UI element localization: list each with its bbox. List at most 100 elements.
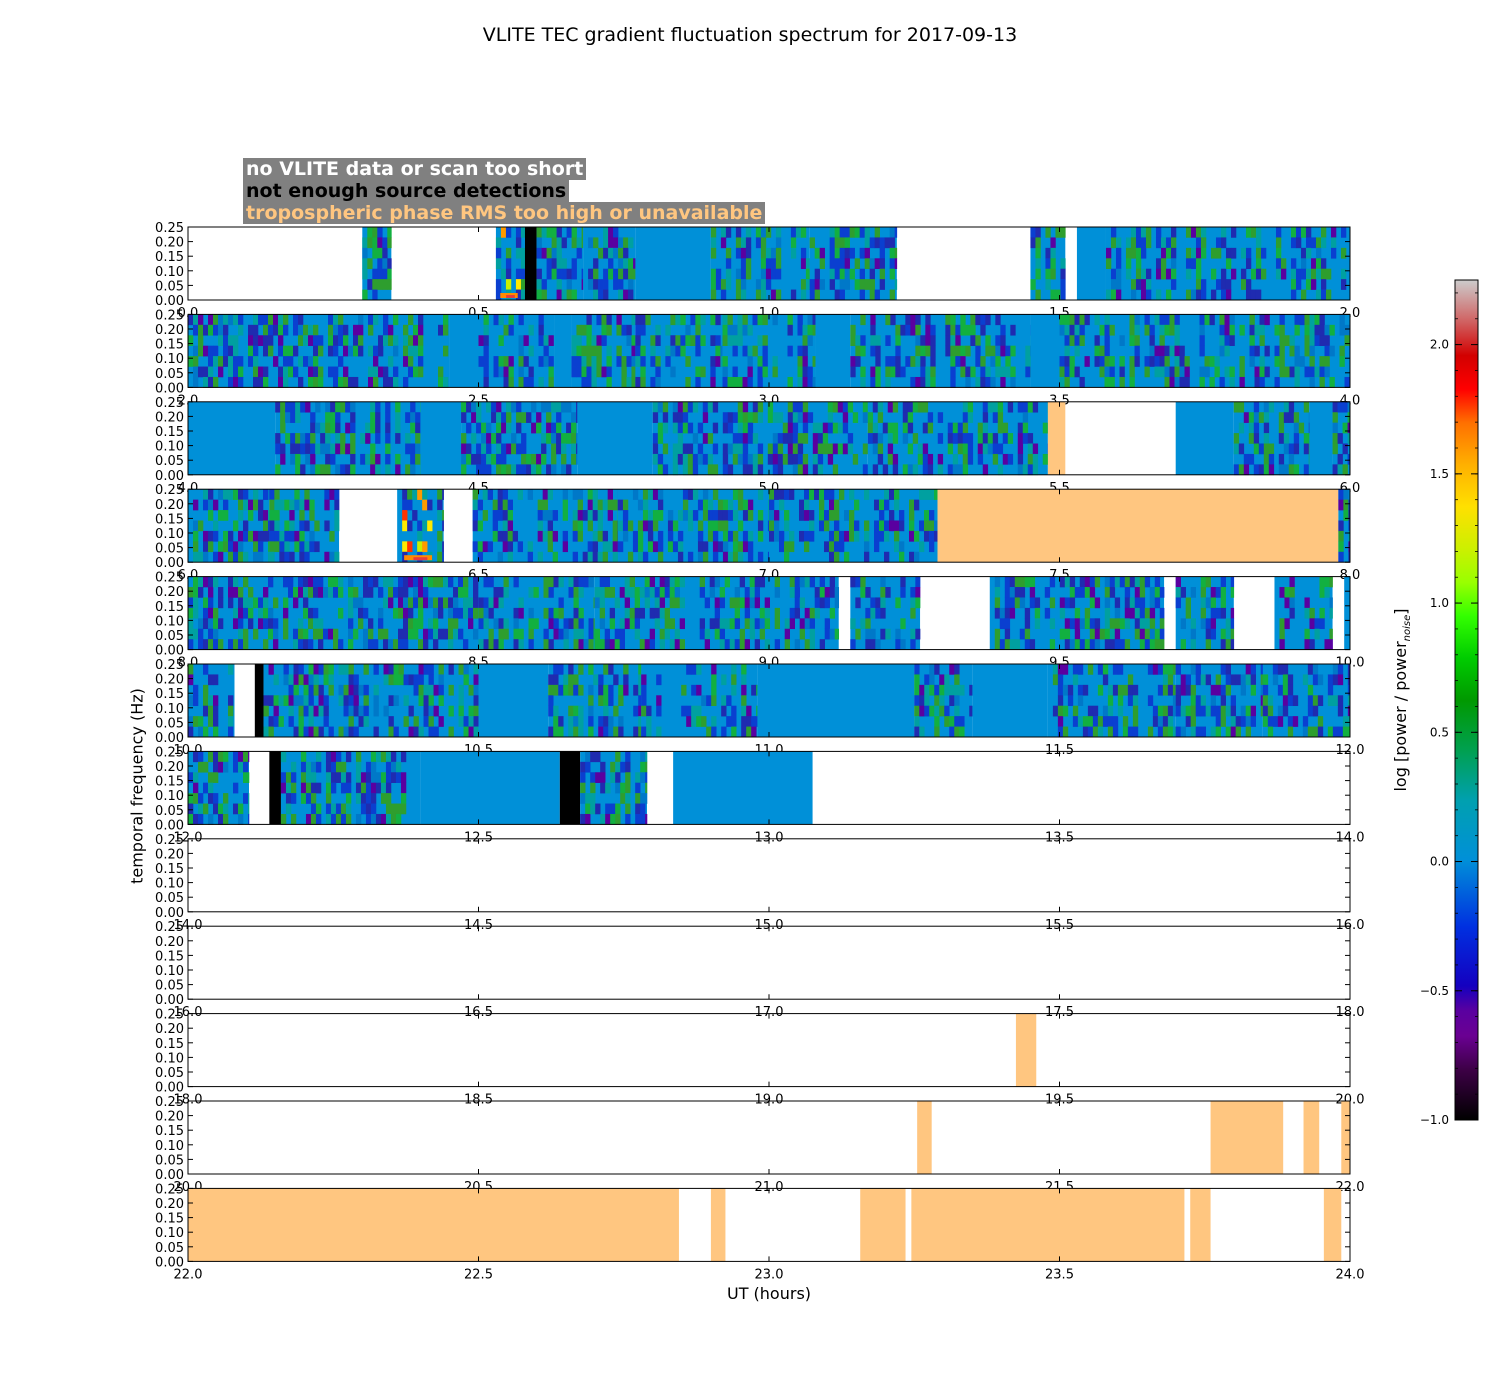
spectrum-cell <box>747 356 753 367</box>
spectrum-cell <box>970 314 976 326</box>
spectrum-cell <box>809 489 815 500</box>
spectrum-cell <box>824 597 830 609</box>
spectrum-cell <box>253 551 259 563</box>
x-tick-label: 16.0 <box>174 1005 203 1020</box>
spectrum-cell <box>614 639 620 650</box>
spectrum-cell <box>408 628 414 640</box>
spectrum-cell <box>890 356 896 367</box>
spectrum-cell <box>734 618 740 630</box>
spectrum-cell <box>313 674 319 686</box>
colorbar-tick-label: 2.0 <box>1430 338 1449 352</box>
spectrum-cell <box>652 412 659 423</box>
spectrum-cell <box>677 422 684 434</box>
spectrum-cell <box>1304 607 1310 619</box>
spectrum-cell <box>343 684 349 696</box>
spectrum-cell <box>493 618 499 630</box>
spectrum-cell <box>829 489 835 500</box>
spectrum-cell <box>213 499 219 511</box>
spectrum-cell <box>603 237 609 249</box>
spectrum-cell <box>585 813 591 825</box>
spectrum-cell <box>990 376 996 388</box>
spectrum-cell <box>699 618 705 630</box>
spectrum-cell <box>548 639 554 650</box>
spectrum-cell <box>613 237 619 249</box>
spectrum-cell <box>618 279 624 290</box>
spectrum-cell <box>533 618 539 630</box>
spectrum-cell <box>790 289 797 301</box>
spectrum-cell <box>588 726 594 738</box>
spectrum-cell <box>884 530 890 542</box>
spectrum-cell <box>1009 576 1016 588</box>
spectrum-cell <box>914 551 920 563</box>
legend-no-data: no VLITE data or scan too short <box>243 158 587 180</box>
spectrum-cell <box>596 356 602 367</box>
spectrum-cell <box>208 751 214 763</box>
spectrum-cell <box>1129 314 1135 326</box>
spectrum-cell <box>656 726 662 738</box>
spectrum-cell <box>832 422 839 434</box>
spectrum-cell <box>670 345 676 357</box>
spectrum-cell <box>1277 716 1284 727</box>
spectrum-cell <box>934 664 940 675</box>
y-tick-label: 0.25 <box>155 221 184 236</box>
spectrum-cell <box>659 597 665 609</box>
spectrum-cell <box>929 674 935 686</box>
spectrum-cell <box>1240 247 1247 259</box>
spectrum-cell <box>298 314 304 326</box>
spectrum-cell <box>1082 684 1089 696</box>
spectrum-cell <box>571 356 577 367</box>
spectrum-cell <box>925 345 931 357</box>
spectrum-cell <box>1240 705 1246 717</box>
spectrum-cell <box>581 366 587 378</box>
spectrum-cell <box>628 237 634 249</box>
spectrum-cell <box>1074 628 1081 640</box>
spectrum-cell <box>1200 237 1207 249</box>
spectrum-cell <box>1180 618 1186 630</box>
spectrum-cell <box>423 695 429 707</box>
spectrum-cell <box>1179 356 1185 367</box>
spectrum-cell <box>1320 289 1327 301</box>
spectrum-cell <box>388 664 394 675</box>
spectrum-cell <box>1215 247 1222 259</box>
spectrum-cell <box>398 639 404 650</box>
spectrum-cell <box>1160 258 1167 270</box>
spectrum-cell <box>720 356 723 367</box>
spectrum-cell <box>667 520 674 532</box>
spectrum-cell <box>1230 705 1236 717</box>
spectrum-cell <box>1210 695 1216 707</box>
spectrum-cell <box>702 453 709 465</box>
spectrum-cell <box>1022 401 1029 413</box>
spectrum-cell <box>333 314 339 326</box>
spectrum-cell <box>502 520 508 532</box>
spectrum-cell <box>491 453 497 465</box>
spectrum-cell <box>428 664 434 675</box>
spectrum-cell <box>1309 335 1315 346</box>
spectrum-cell <box>895 345 901 357</box>
spectrum-cell <box>1104 335 1110 346</box>
spectrum-cell <box>752 412 759 423</box>
spectrum-cell <box>638 695 642 707</box>
spectrum-cell <box>1210 247 1217 259</box>
spectrum-cell <box>289 499 295 511</box>
spectrum-cell <box>637 541 644 553</box>
spectrum-cell <box>1274 324 1280 336</box>
spectrum-cell <box>596 366 602 378</box>
spectrum-cell <box>937 412 944 423</box>
spectrum-cell <box>944 674 950 686</box>
spectrum-cell <box>1109 587 1116 598</box>
spectrum-cell <box>1287 726 1294 738</box>
spectrum-cell <box>929 541 935 553</box>
spectrum-cell <box>774 587 780 598</box>
spectrum-cell <box>1200 576 1206 588</box>
spectrum-cell <box>1172 684 1176 696</box>
spectrum-cell <box>482 510 488 521</box>
spectrum-cell <box>423 716 429 727</box>
spectrum-cell <box>623 684 629 696</box>
spectrum-cell <box>1294 314 1300 326</box>
spectrum-cell <box>609 618 615 630</box>
spectrum-cell <box>1152 705 1159 717</box>
spectrum-cell <box>1314 628 1320 640</box>
spectrum-cell <box>428 576 434 588</box>
